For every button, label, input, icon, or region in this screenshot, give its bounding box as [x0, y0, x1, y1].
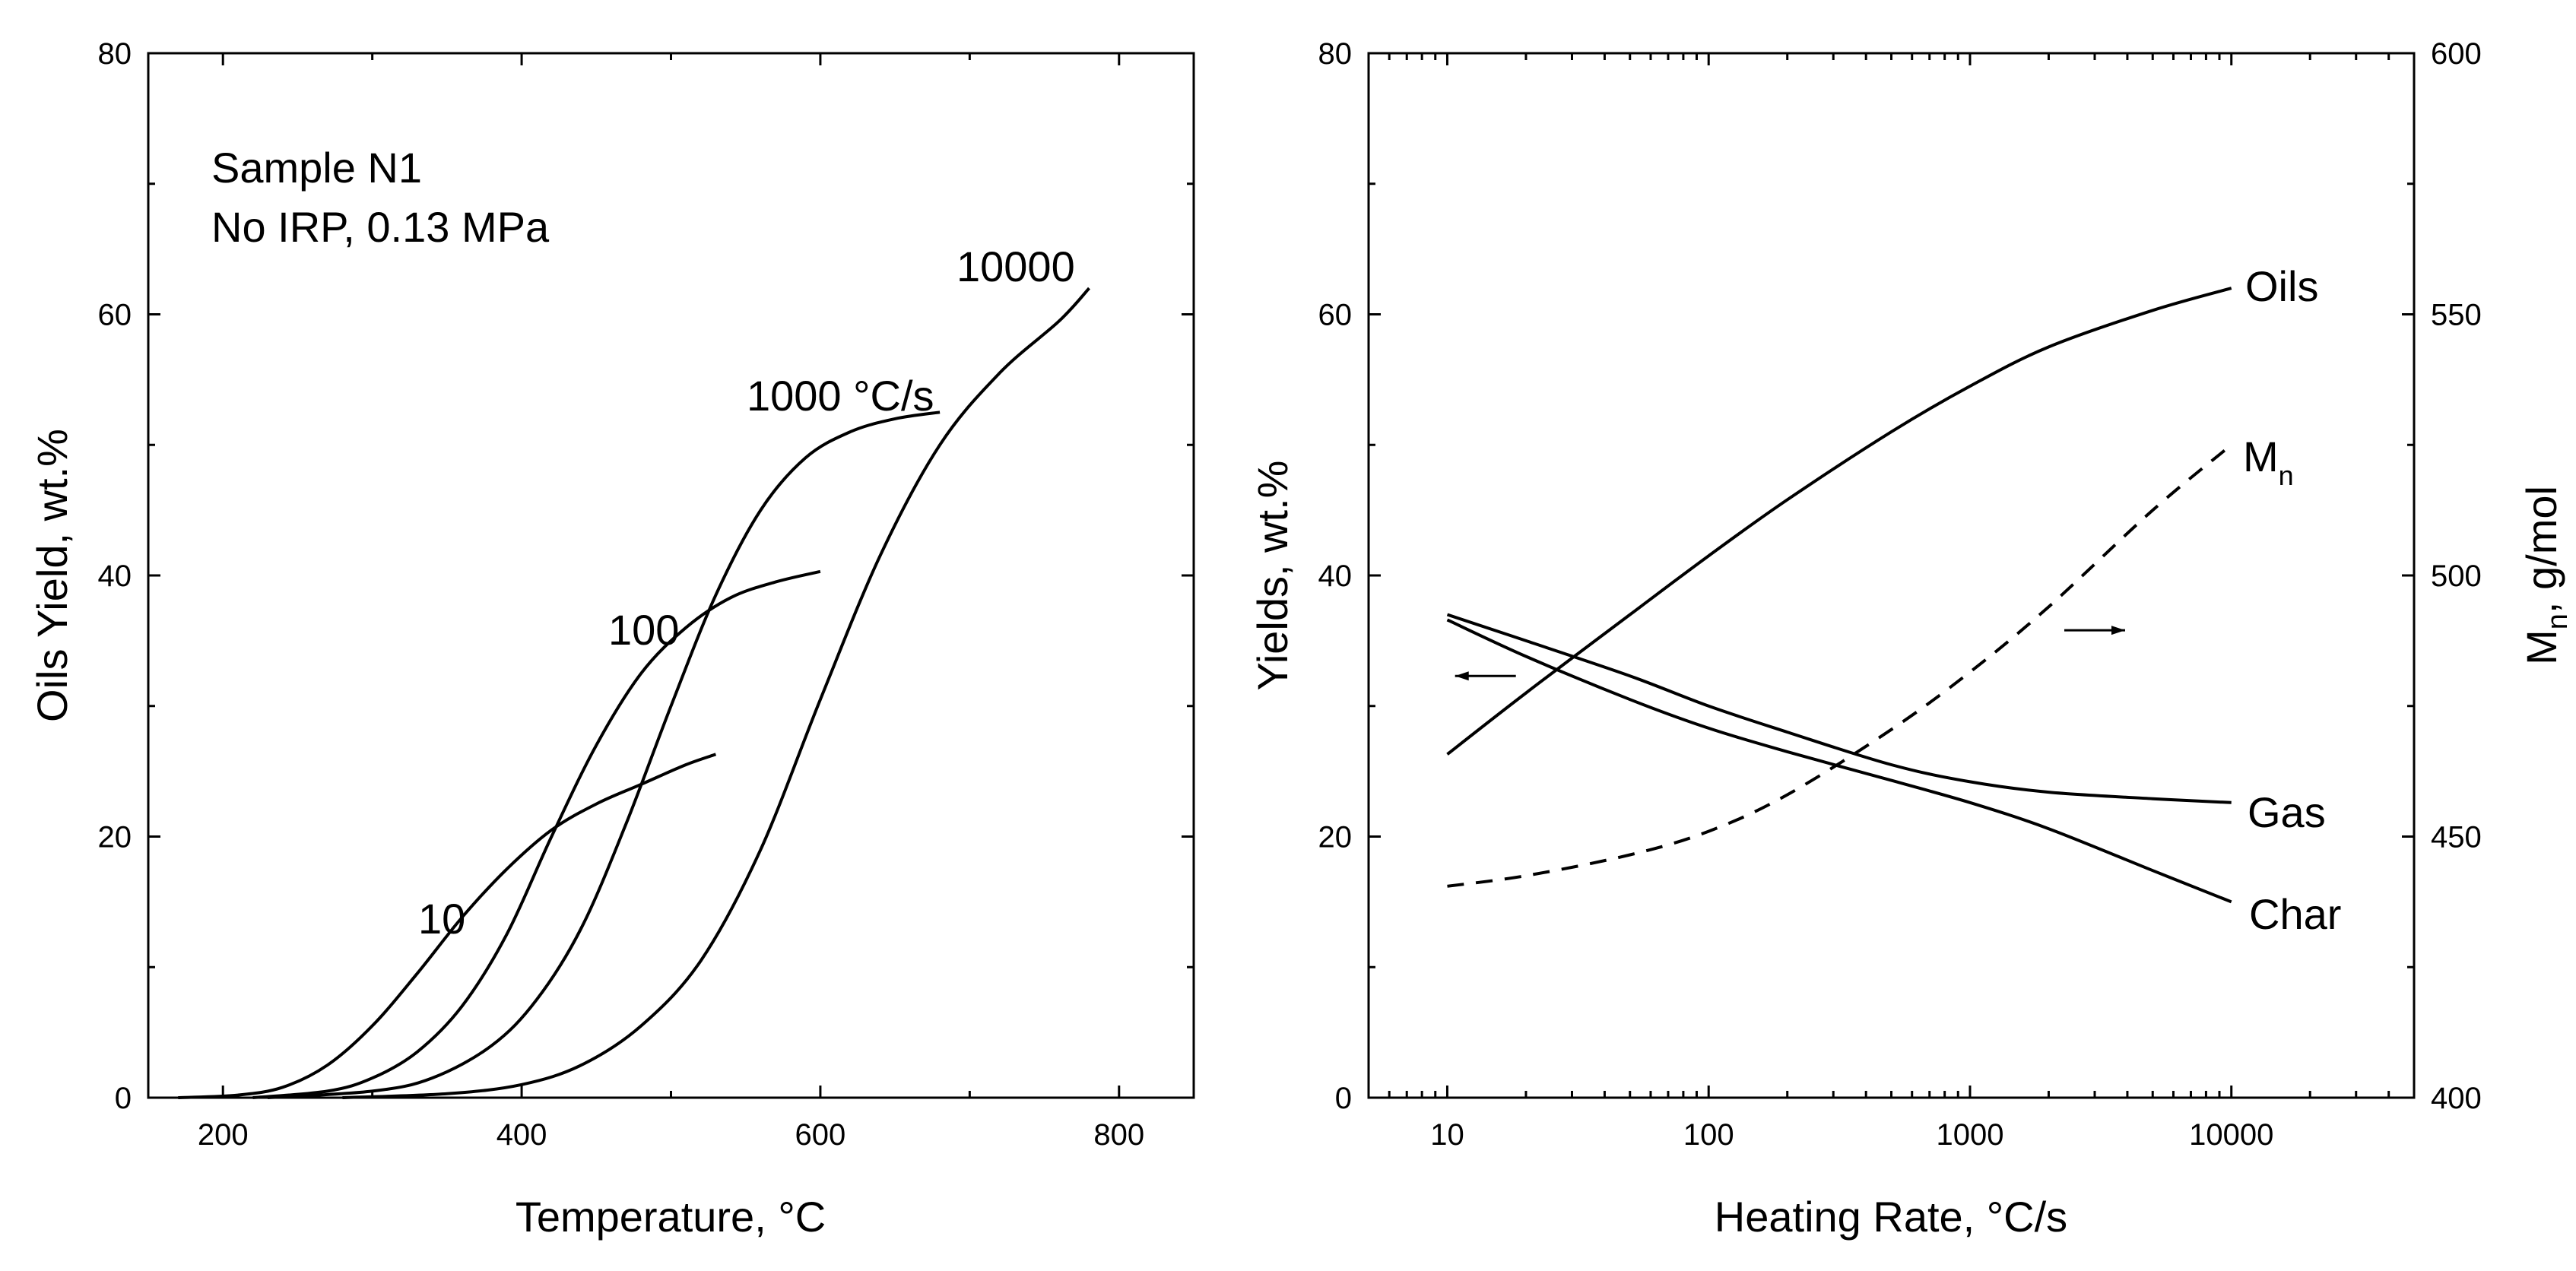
right-axis-arrow	[2064, 626, 2125, 636]
right-ticks: 10 100 1000 10000 0 20 40 60 80 400 450 500 550 600	[1318, 37, 2482, 1152]
left-x-tick-label: 200	[198, 1118, 249, 1152]
heating-rate-panel: 10 100 1000 10000 0 20 40 60 80 400 450 500 550 600 O…	[1248, 37, 2574, 1241]
oils-yield-curve-100	[252, 569, 821, 1099]
oils-yield-panel: 200 400 600 800 0 20 40 60 80 Sample N1 No IRP, …	[28, 37, 1195, 1241]
left-y-tick-label: 0	[115, 1082, 132, 1115]
arrow-head	[2111, 626, 2125, 636]
left-ticks: 200 400 600 800 0 20 40 60 80	[98, 37, 1194, 1152]
curve-label-gas: Gas	[2248, 788, 2326, 836]
left-x-tick-label: 400	[496, 1118, 547, 1152]
curve-label-1000: 1000 °C/s	[747, 372, 934, 420]
right-x-tick-label: 100	[1683, 1118, 1734, 1152]
oils-yield-curve-1000	[267, 410, 941, 1099]
mn-label-main: M	[2243, 433, 2279, 480]
right-y-tick-label: 0	[1335, 1082, 1352, 1115]
conditions-label: No IRP, 0.13 MPa	[211, 203, 550, 251]
right-y2-tick-label: 500	[2431, 559, 2482, 593]
curve-label-10: 10	[418, 895, 465, 943]
right-y2-axis-title: Mn, g/mol	[2517, 486, 2574, 665]
left-y-axis-title: Oils Yield, wt.%	[28, 429, 76, 722]
right-y-tick-label: 40	[1318, 559, 1353, 593]
y2-title-main: M	[2517, 629, 2565, 665]
left-x-tick-label: 600	[795, 1118, 846, 1152]
left-x-axis-title: Temperature, °C	[516, 1193, 826, 1241]
right-x-axis-title: Heating Rate, °C/s	[1715, 1193, 2067, 1241]
curve-label-oils: Oils	[2245, 262, 2318, 310]
right-plot-frame	[1367, 52, 2416, 1099]
y2-title-sub: n	[2542, 613, 2574, 629]
right-y2-tick-label: 450	[2431, 821, 2482, 854]
oils-yield-curve-10000	[342, 287, 1090, 1099]
heating-rate-curve-gas	[1446, 613, 2232, 804]
left-axis-arrow	[1455, 671, 1516, 681]
oils-yield-curves	[178, 287, 1090, 1099]
curve-label-char: Char	[2249, 890, 2341, 938]
curve-label-100: 100	[608, 606, 679, 654]
right-y2-tick-label: 550	[2431, 299, 2482, 332]
mn-label-sub: n	[2279, 460, 2294, 491]
right-x-tick-label: 10	[1430, 1118, 1464, 1152]
curve-label-10000: 10000	[956, 242, 1075, 290]
arrow-head	[1455, 671, 1469, 681]
right-y2-tick-label: 400	[2431, 1082, 2482, 1115]
left-y-tick-label: 80	[98, 37, 132, 71]
right-y2-tick-label: 600	[2431, 37, 2482, 71]
right-x-tick-label: 1000	[1936, 1118, 2003, 1152]
right-y-tick-label: 60	[1318, 299, 1353, 332]
left-y-tick-label: 60	[98, 299, 132, 332]
right-y-axis-title: Yields, wt.%	[1248, 461, 1296, 691]
axis-arrows	[1455, 626, 2125, 681]
right-y-tick-label: 80	[1318, 37, 1353, 71]
heating-rate-curves	[1446, 287, 2232, 904]
heating-rate-curve-mn	[1447, 443, 2232, 888]
curve-label-mn: Mn	[2243, 433, 2294, 491]
left-y-tick-label: 20	[98, 821, 132, 854]
sample-label: Sample N1	[211, 144, 422, 192]
right-x-tick-label: 10000	[2189, 1118, 2273, 1152]
y2-title-rest: , g/mol	[2517, 486, 2565, 613]
left-y-tick-label: 40	[98, 559, 132, 593]
heating-rate-curve-char	[1446, 618, 2232, 904]
heating-rate-curve-oils	[1446, 287, 2232, 756]
right-y-tick-label: 20	[1318, 821, 1353, 854]
left-x-tick-label: 800	[1093, 1118, 1144, 1152]
